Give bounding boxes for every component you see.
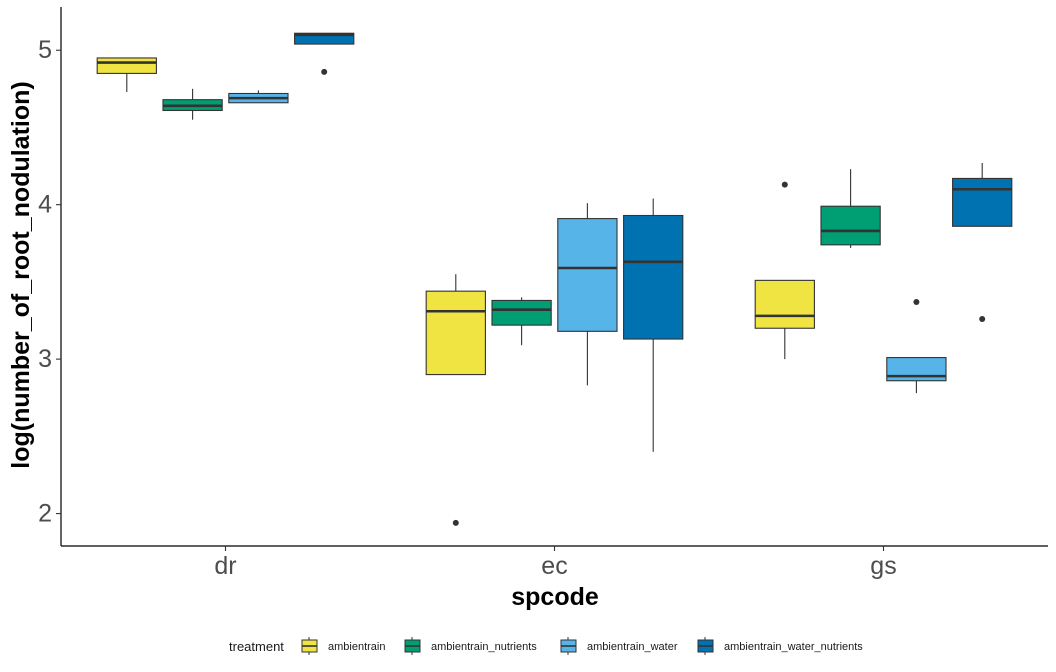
outlier-point (452, 519, 459, 526)
box-body (557, 218, 618, 332)
legend-title: treatment (229, 639, 284, 654)
y-axis-ticks: 2 3 4 5 (38, 36, 61, 528)
legend-label: ambientrain_water_nutrients (724, 641, 863, 653)
box-ambientrain_nutrients-ec (491, 297, 552, 346)
box-ambientrain-ec (425, 274, 486, 526)
y-tick-label: 4 (38, 191, 52, 219)
box-body (623, 214, 684, 340)
box-body (96, 57, 157, 74)
outlier-point (913, 298, 920, 305)
box-ambientrain_water_nutrients-dr (294, 32, 355, 75)
legend-item-ambientrain: ambientrain (301, 637, 385, 655)
box-ambientrain-dr (96, 57, 157, 92)
x-axis-title: spcode (511, 583, 599, 611)
box-body (425, 290, 486, 376)
legend: treatment ambientrain ambientrain_nutrient… (229, 637, 863, 655)
outlier-point (979, 315, 986, 322)
box-body (820, 205, 881, 246)
outlier-point (321, 68, 328, 75)
y-tick-label: 3 (38, 345, 52, 373)
outlier-point (781, 181, 788, 188)
box-body (754, 279, 815, 329)
legend-item-ambientrain_water_nutrients: ambientrain_water_nutrients (697, 637, 863, 655)
legend-label: ambientrain (328, 641, 385, 653)
y-axis-title: log(number_of_root_nodulation) (7, 81, 35, 468)
box-body (952, 177, 1013, 227)
box-ambientrain_nutrients-dr (162, 88, 223, 120)
box-ambientrain_water_nutrients-gs (952, 162, 1013, 322)
x-axis-ticks: dr ec gs (214, 546, 897, 580)
box-ambientrain_water-ec (557, 203, 618, 386)
box-ambientrain-gs (754, 181, 815, 360)
y-tick-label: 5 (38, 36, 52, 64)
legend-label: ambientrain_water (587, 641, 678, 653)
legend-label: ambientrain_nutrients (431, 641, 537, 653)
x-tick-label-ec: ec (541, 552, 567, 580)
box-body (491, 299, 552, 326)
legend-item-ambientrain_nutrients: ambientrain_nutrients (404, 637, 537, 655)
box-ambientrain_nutrients-gs (820, 169, 881, 248)
box-ambientrain_water-dr (228, 90, 289, 104)
legend-item-ambientrain_water: ambientrain_water (560, 637, 678, 655)
box-body (294, 32, 355, 45)
plot-marks (96, 32, 1013, 526)
box-ambientrain_water-gs (886, 298, 947, 394)
box-ambientrain_water_nutrients-ec (623, 198, 684, 452)
y-tick-label: 2 (38, 500, 52, 528)
x-tick-label-gs: gs (870, 552, 896, 580)
x-tick-label-dr: dr (214, 552, 236, 580)
